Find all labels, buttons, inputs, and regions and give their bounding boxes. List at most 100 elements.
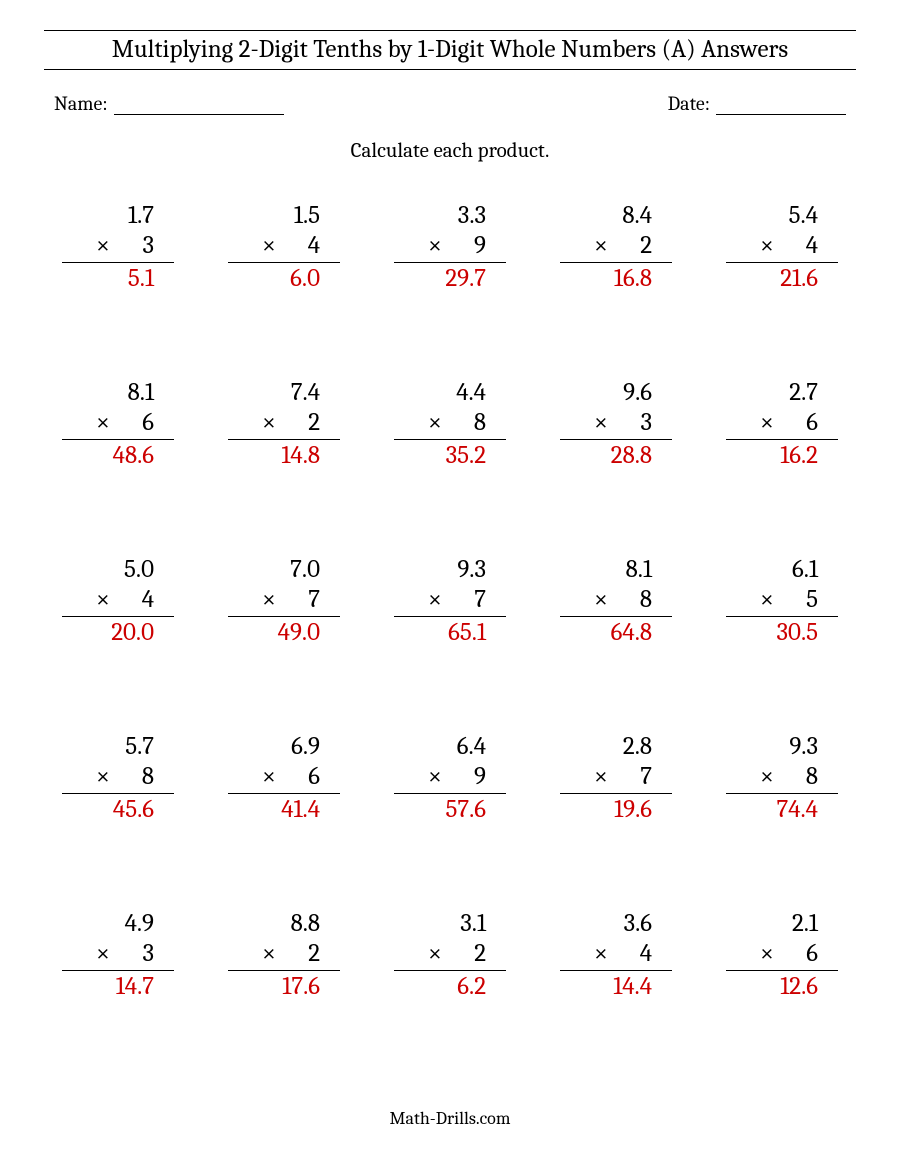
problem: 2.8×719.6 xyxy=(560,732,672,825)
multiplicand: 4.9 xyxy=(62,909,174,939)
problem: 4.9×314.7 xyxy=(62,909,174,1002)
product-answer: 28.8 xyxy=(560,440,672,471)
product-answer: 21.6 xyxy=(726,263,838,294)
product-answer: 41.4 xyxy=(228,794,340,825)
multiplicand: 5.0 xyxy=(62,555,174,585)
product-answer: 30.5 xyxy=(726,617,838,648)
problem: 8.1×864.8 xyxy=(560,555,672,648)
multiplier-row: ×7 xyxy=(394,585,506,617)
problem: 2.7×616.2 xyxy=(726,378,838,471)
times-sign: × xyxy=(594,231,608,261)
instruction-text: Calculate each product. xyxy=(44,139,856,163)
problem-grid: 1.7×35.11.5×46.03.3×929.78.4×216.85.4×42… xyxy=(44,201,856,1002)
multiplier: 6 xyxy=(806,408,818,438)
product-answer: 48.6 xyxy=(62,440,174,471)
multiplier-row: ×2 xyxy=(394,939,506,971)
multiplier: 8 xyxy=(806,762,818,792)
product-answer: 45.6 xyxy=(62,794,174,825)
multiplier: 4 xyxy=(308,231,320,261)
problem: 3.1×26.2 xyxy=(394,909,506,1002)
multiplicand: 8.4 xyxy=(560,201,672,231)
multiplier-row: ×9 xyxy=(394,762,506,794)
multiplier: 8 xyxy=(640,585,652,615)
multiplier-row: ×9 xyxy=(394,231,506,263)
multiplier: 4 xyxy=(640,939,652,969)
multiplier-row: ×8 xyxy=(560,585,672,617)
multiplier-row: ×6 xyxy=(726,408,838,440)
times-sign: × xyxy=(594,762,608,792)
product-answer: 16.2 xyxy=(726,440,838,471)
problem: 7.0×749.0 xyxy=(228,555,340,648)
problem: 9.3×874.4 xyxy=(726,732,838,825)
times-sign: × xyxy=(96,939,110,969)
times-sign: × xyxy=(760,585,774,615)
product-answer: 16.8 xyxy=(560,263,672,294)
name-blank-line xyxy=(114,97,284,115)
times-sign: × xyxy=(262,408,276,438)
date-field: Date: xyxy=(668,92,846,115)
problem: 8.4× 216.8 xyxy=(560,201,672,294)
multiplicand: 2.8 xyxy=(560,732,672,762)
multiplier: 9 xyxy=(474,762,486,792)
page-title: Multiplying 2-Digit Tenths by 1-Digit Wh… xyxy=(44,35,856,64)
multiplier-row: ×2 xyxy=(228,939,340,971)
multiplicand: 3.6 xyxy=(560,909,672,939)
problem: 6.1×530.5 xyxy=(726,555,838,648)
problem: 5.0×420.0 xyxy=(62,555,174,648)
times-sign: × xyxy=(428,585,442,615)
multiplicand: 9.3 xyxy=(394,555,506,585)
multiplicand: 3.1 xyxy=(394,909,506,939)
multiplier-row: ×7 xyxy=(228,585,340,617)
multiplier: 7 xyxy=(308,585,320,615)
times-sign: × xyxy=(760,231,774,261)
product-answer: 74.4 xyxy=(726,794,838,825)
problem: 8.8×217.6 xyxy=(228,909,340,1002)
problem: 9.3×765.1 xyxy=(394,555,506,648)
name-field: Name: xyxy=(54,92,284,115)
product-answer: 20.0 xyxy=(62,617,174,648)
product-answer: 17.6 xyxy=(228,971,340,1002)
product-answer: 6.2 xyxy=(394,971,506,1002)
product-answer: 35.2 xyxy=(394,440,506,471)
multiplier-row: ×6 xyxy=(228,762,340,794)
multiplier: 3 xyxy=(142,231,154,261)
name-label: Name: xyxy=(54,92,108,115)
date-blank-line xyxy=(716,97,846,115)
problem: 8.1×648.6 xyxy=(62,378,174,471)
product-answer: 14.8 xyxy=(228,440,340,471)
multiplier-row: ×3 xyxy=(62,939,174,971)
multiplicand: 3.3 xyxy=(394,201,506,231)
times-sign: × xyxy=(96,762,110,792)
footer-text: Math-Drills.com xyxy=(0,1108,900,1129)
date-label: Date: xyxy=(668,92,710,115)
multiplier: 3 xyxy=(640,408,652,438)
times-sign: × xyxy=(760,408,774,438)
multiplier-row: ×4 xyxy=(228,231,340,263)
product-answer: 14.4 xyxy=(560,971,672,1002)
multiplier-row: ×8 xyxy=(62,762,174,794)
product-answer: 14.7 xyxy=(62,971,174,1002)
multiplier: 3 xyxy=(142,939,154,969)
multiplier-row: ×5 xyxy=(726,585,838,617)
times-sign: × xyxy=(96,408,110,438)
multiplier: 2 xyxy=(640,231,652,261)
multiplier: 6 xyxy=(308,762,320,792)
problem: 3.6×414.4 xyxy=(560,909,672,1002)
title-block: Multiplying 2-Digit Tenths by 1-Digit Wh… xyxy=(44,30,856,70)
multiplier: 2 xyxy=(474,939,486,969)
multiplier-row: ×3 xyxy=(560,408,672,440)
multiplier-row: ×6 xyxy=(62,408,174,440)
worksheet-page: Multiplying 2-Digit Tenths by 1-Digit Wh… xyxy=(0,0,900,1165)
product-answer: 57.6 xyxy=(394,794,506,825)
multiplicand: 1.7 xyxy=(62,201,174,231)
problem: 1.5×46.0 xyxy=(228,201,340,294)
multiplier: 4 xyxy=(806,231,818,261)
multiplicand: 1.5 xyxy=(228,201,340,231)
multiplicand: 5.7 xyxy=(62,732,174,762)
multiplier: 7 xyxy=(640,762,652,792)
product-answer: 64.8 xyxy=(560,617,672,648)
product-answer: 5.1 xyxy=(62,263,174,294)
multiplier: 6 xyxy=(142,408,154,438)
product-answer: 49.0 xyxy=(228,617,340,648)
times-sign: × xyxy=(96,585,110,615)
